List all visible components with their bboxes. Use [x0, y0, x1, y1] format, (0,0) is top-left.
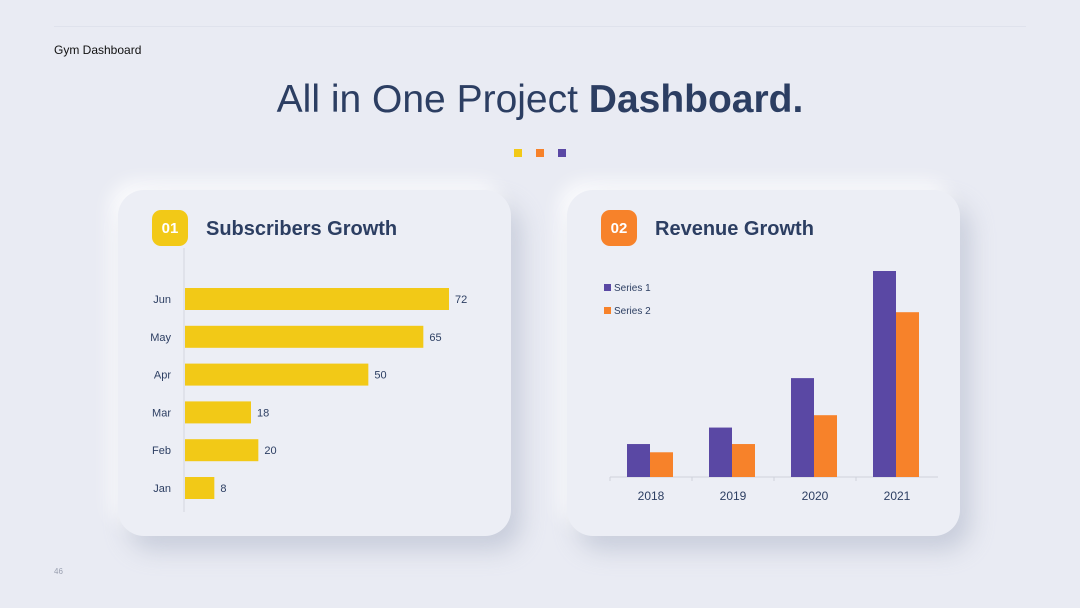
data-label: 72 — [455, 294, 467, 306]
title-light: All in One Project — [276, 78, 589, 121]
title-bold: Dashboard. — [588, 78, 804, 121]
page-number: 46 — [54, 567, 63, 576]
data-label: 50 — [374, 370, 386, 382]
category-label: May — [150, 332, 171, 344]
card-badge: 02 — [601, 210, 637, 246]
bar — [185, 288, 449, 310]
accent-dots — [0, 149, 1080, 157]
category-label: Feb — [152, 445, 171, 457]
bar — [185, 477, 215, 499]
bar — [185, 401, 251, 424]
revenue-chart: 2018 2019 2020 2021 Series 1 Series 2 — [604, 271, 938, 503]
yellow-dot — [514, 149, 522, 157]
category-label: Jun — [153, 294, 171, 306]
legend-swatch — [604, 307, 611, 314]
revenue-card: 02 Revenue Growth 2018 2019 2020 2021 Series… — [567, 190, 960, 536]
bar — [896, 312, 919, 477]
category-label: Jan — [153, 483, 171, 495]
bar — [791, 378, 814, 477]
bar — [650, 452, 673, 477]
bar — [814, 415, 837, 477]
orange-dot — [536, 149, 544, 157]
legend-swatch — [604, 284, 611, 291]
bar — [709, 427, 732, 477]
top-divider — [54, 26, 1026, 27]
bar — [185, 325, 424, 348]
category-label: Mar — [152, 407, 171, 419]
card-title: Revenue Growth — [655, 218, 814, 240]
brand-label: Gym Dashboard — [54, 43, 142, 57]
legend-label: Series 2 — [614, 306, 651, 317]
data-label: 20 — [264, 445, 276, 457]
x-tick-label: 2019 — [720, 489, 747, 503]
subscribers-chart: Jun 72 May 65 Apr 50 Mar 18 Feb 20 Jan 8 — [150, 248, 467, 512]
data-label: 65 — [429, 332, 441, 344]
legend-label: Series 1 — [614, 283, 651, 294]
subscribers-card: 01 Subscribers Growth Jun 72 May 65 Apr 50 Mar… — [118, 190, 511, 536]
bar — [873, 271, 896, 477]
bar — [185, 439, 259, 462]
data-label: 18 — [257, 407, 269, 419]
page-title: All in One Project Dashboard. — [0, 78, 1080, 122]
card-badge: 01 — [152, 210, 188, 246]
x-tick-label: 2018 — [638, 489, 665, 503]
category-label: Apr — [154, 370, 171, 382]
card-title: Subscribers Growth — [206, 218, 398, 240]
x-tick-label: 2020 — [802, 489, 829, 503]
bar — [185, 363, 369, 386]
purple-dot — [558, 149, 566, 157]
data-label: 8 — [220, 483, 226, 495]
bar — [627, 444, 650, 477]
x-tick-label: 2021 — [884, 489, 911, 503]
bar — [732, 444, 755, 477]
